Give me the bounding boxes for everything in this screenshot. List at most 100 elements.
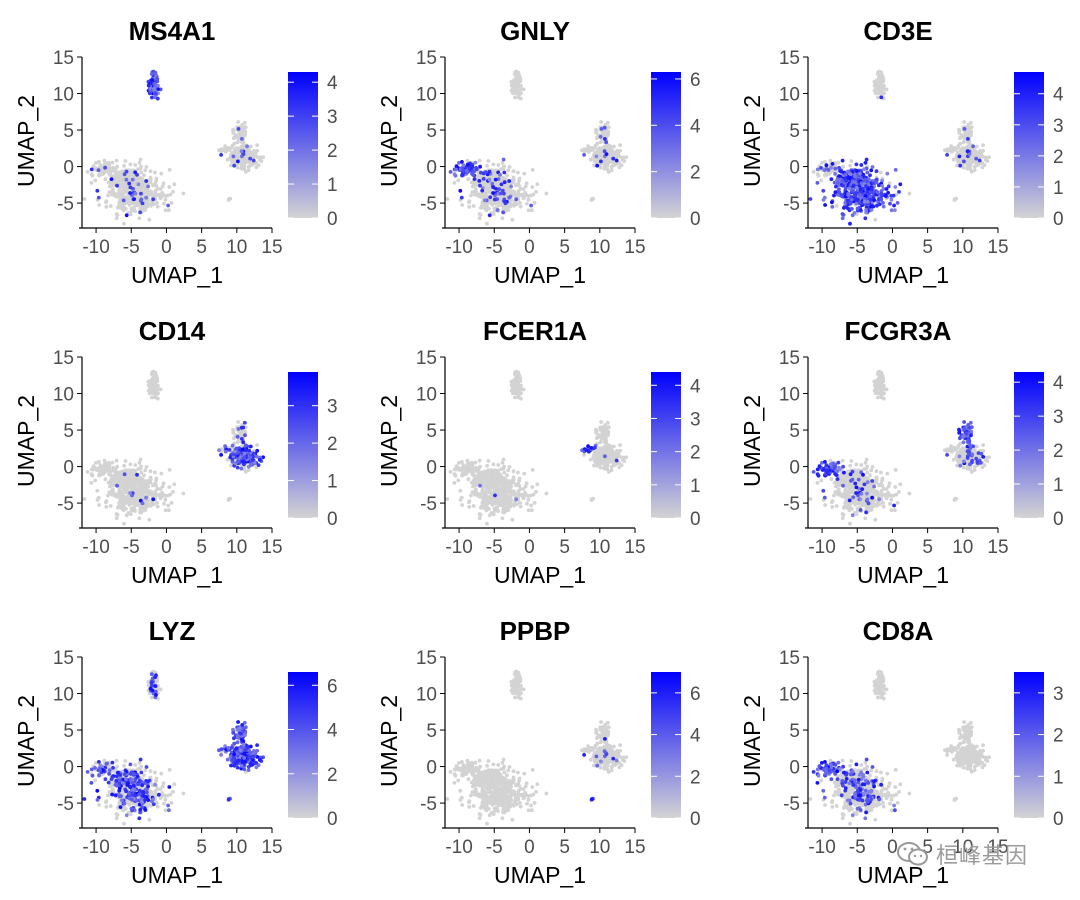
cell-point: [243, 170, 248, 174]
cell-point: [471, 473, 476, 477]
cell-point: [505, 173, 509, 178]
y-tick-label: 15: [53, 348, 74, 369]
cell-point: [150, 95, 154, 100]
cell-point: [519, 87, 523, 91]
cell-point: [829, 165, 833, 170]
cell-point: [128, 474, 133, 479]
cell-point: [526, 194, 531, 198]
cell-point: [977, 158, 982, 163]
x-tick-label: -5: [123, 237, 140, 258]
cell-point: [162, 501, 166, 506]
cell-point: [169, 501, 174, 505]
y-axis-label: UMAP_2: [376, 95, 402, 187]
cell-point: [467, 200, 471, 205]
cell-point: [156, 383, 160, 388]
cell-point: [149, 372, 154, 376]
cell-point: [497, 187, 502, 192]
cell-point: [229, 163, 233, 168]
cell-point: [107, 490, 112, 494]
cell-point: [97, 503, 101, 507]
legend-tick-label: 4: [1053, 85, 1064, 106]
cell-point: [503, 477, 508, 482]
cell-point: [155, 396, 160, 401]
cell-point: [140, 477, 145, 482]
cell-point: [142, 473, 146, 478]
cell-point: [869, 168, 874, 173]
cell-point: [241, 440, 246, 445]
cell-point: [114, 458, 119, 463]
cell-point: [826, 168, 831, 172]
panel-title: FCGR3A: [845, 316, 952, 346]
cell-point: [879, 370, 884, 375]
cell-point: [156, 83, 160, 88]
cell-point: [140, 177, 145, 182]
cell-point: [850, 207, 854, 211]
cell-point: [851, 184, 856, 188]
cell-point: [517, 476, 522, 481]
cell-point: [118, 182, 122, 187]
cell-point: [152, 387, 156, 391]
cell-point: [477, 458, 482, 463]
cell-point: [961, 147, 966, 152]
cell-point: [499, 499, 504, 504]
cell-point: [241, 142, 246, 147]
cell-point: [881, 377, 886, 381]
y-tick-label: 10: [416, 85, 437, 106]
cell-point: [881, 201, 885, 205]
cell-point: [534, 190, 538, 194]
cell-point: [479, 170, 483, 175]
cell-point: [460, 203, 464, 207]
cell-point: [603, 123, 608, 127]
cell-point: [151, 202, 156, 207]
x-axis-label: UMAP_1: [131, 262, 223, 288]
cell-point: [500, 160, 505, 165]
cell-point: [241, 425, 246, 430]
cell-point: [511, 469, 516, 474]
cell-point: [107, 190, 112, 195]
x-tick-label: 10: [952, 237, 973, 258]
cell-point: [470, 490, 475, 494]
cell-point: [893, 185, 898, 189]
cell-point: [454, 467, 458, 472]
cell-point: [816, 173, 821, 178]
cell-point: [122, 163, 126, 168]
cell-point: [128, 191, 133, 195]
cell-point: [172, 482, 177, 487]
cell-point: [589, 146, 594, 150]
cell-point: [147, 502, 151, 507]
cell-point: [240, 459, 245, 464]
cell-point: [149, 190, 154, 195]
x-tick-label: -5: [849, 237, 866, 258]
cell-point: [460, 160, 464, 164]
cell-point: [96, 195, 101, 200]
cell-point: [154, 176, 159, 181]
cell-point: [957, 127, 961, 132]
cell-point: [862, 167, 866, 172]
cell-point: [111, 190, 116, 195]
cell-point: [153, 489, 158, 493]
cell-point: [243, 443, 248, 448]
cell-point: [850, 189, 854, 194]
cell-point: [957, 131, 962, 135]
cell-point: [110, 160, 115, 165]
cell-point: [235, 465, 240, 470]
cell-point: [599, 439, 603, 444]
cell-point: [956, 145, 960, 150]
cell-point: [153, 491, 158, 496]
cell-point: [871, 204, 876, 209]
cell-point: [492, 206, 497, 211]
cell-point: [109, 181, 114, 185]
cell-point: [850, 197, 854, 202]
cell-point: [464, 468, 469, 473]
cell-point: [599, 126, 604, 131]
cell-point: [488, 195, 493, 200]
y-tick-label: 0: [63, 158, 74, 179]
cell-point: [526, 208, 531, 213]
cell-point: [117, 479, 121, 484]
cell-point: [606, 148, 611, 153]
cell-point: [874, 180, 879, 185]
cell-point: [848, 201, 853, 206]
cell-point: [163, 497, 168, 502]
cell-point: [171, 490, 175, 494]
cell-point: [487, 213, 492, 218]
